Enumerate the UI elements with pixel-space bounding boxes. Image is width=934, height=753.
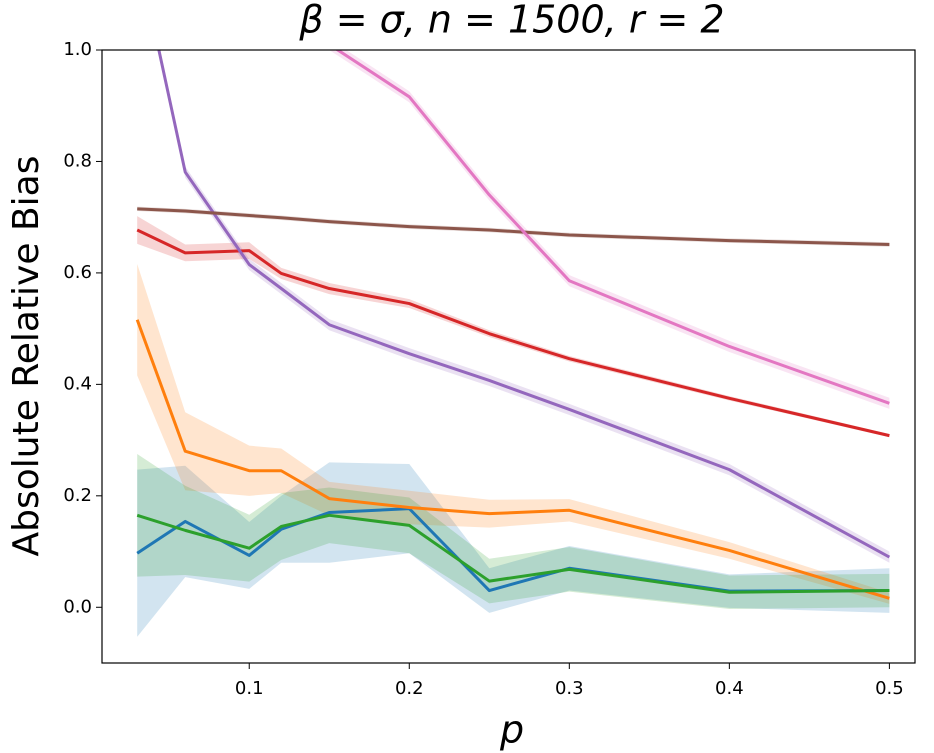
axes-frame — [101, 49, 916, 664]
x-tick-label: 0.4 — [715, 678, 744, 699]
series-line — [335, 50, 890, 405]
x-tick-label: 0.3 — [555, 678, 584, 699]
y-tick-label: 1.0 — [63, 39, 92, 60]
y-tick-label: 0.8 — [63, 150, 92, 171]
x-tick-label: 0.2 — [395, 678, 424, 699]
plot-area — [135, 50, 891, 637]
x-tick-label: 0.1 — [235, 678, 264, 699]
y-tick-label: 0.4 — [63, 373, 92, 394]
error-band — [137, 263, 890, 604]
error-band — [329, 50, 890, 409]
y-tick-label: 0.6 — [63, 262, 92, 283]
y-tick-label: 0.0 — [63, 596, 92, 617]
series-line — [136, 513, 890, 594]
chart-title: β = σ, n = 1500, r = 2 — [298, 0, 724, 42]
x-tick-label: 0.5 — [875, 678, 904, 699]
error-band — [137, 454, 890, 609]
series-line — [135, 319, 890, 600]
y-tick-label: 0.2 — [63, 485, 92, 506]
error-band — [137, 216, 890, 438]
series-line — [136, 228, 890, 438]
series-line — [137, 207, 890, 246]
error-band — [137, 462, 890, 637]
x-axis-label: p — [499, 708, 524, 752]
series-line — [157, 50, 891, 559]
y-axis-label: Absolute Relative Bias — [6, 156, 47, 557]
